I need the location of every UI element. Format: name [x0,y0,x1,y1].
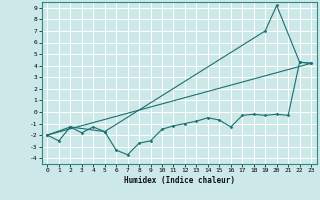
X-axis label: Humidex (Indice chaleur): Humidex (Indice chaleur) [124,176,235,185]
